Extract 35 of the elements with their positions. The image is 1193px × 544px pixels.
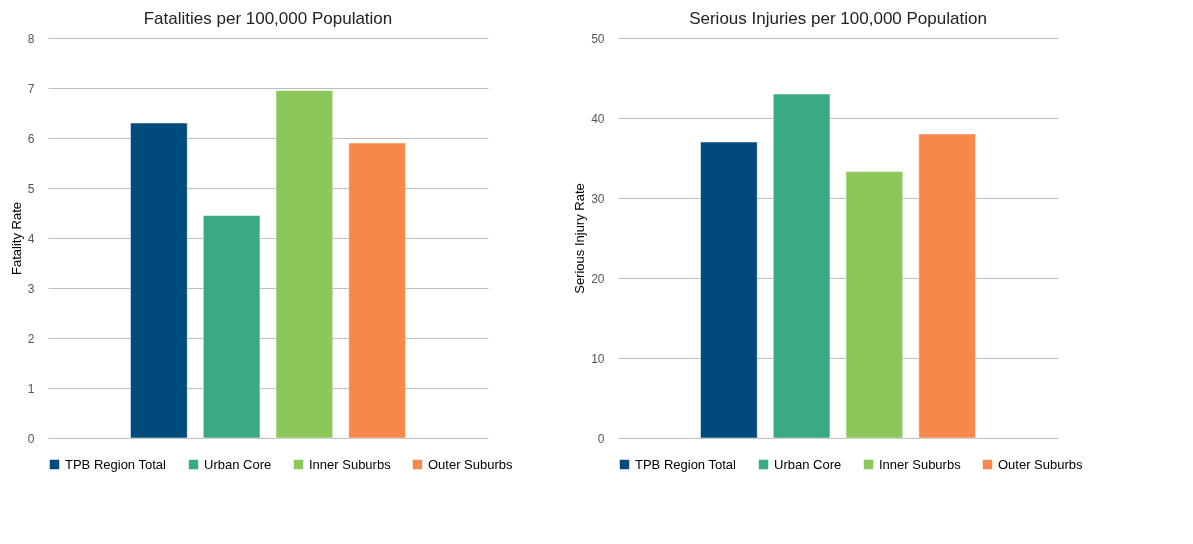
bar xyxy=(918,133,976,439)
y-tick-label: 5 xyxy=(27,181,35,196)
y-axis-title: Serious Injury Rate xyxy=(572,183,588,294)
y-tick-label: 1 xyxy=(27,381,35,396)
legend-label: Outer Suburbs xyxy=(428,456,514,472)
legend-label: Urban Core xyxy=(204,456,272,472)
y-tick-label: 0 xyxy=(27,431,35,446)
legend-label: Inner Suburbs xyxy=(309,456,392,472)
bar xyxy=(845,171,903,439)
bar xyxy=(275,90,333,439)
chart-title: Fatalities per 100,000 Population xyxy=(143,9,393,28)
legend-label: TPB Region Total xyxy=(635,456,737,472)
bar xyxy=(130,122,188,439)
y-tick-label: 6 xyxy=(27,131,35,146)
y-tick-label: 4 xyxy=(27,231,35,246)
y-tick-label: 40 xyxy=(591,111,605,126)
legend-label: Outer Suburbs xyxy=(998,456,1084,472)
y-tick-label: 0 xyxy=(597,431,605,446)
bar xyxy=(203,215,261,439)
bar xyxy=(773,93,831,439)
y-tick-label: 10 xyxy=(591,351,605,366)
legend-label: Urban Core xyxy=(774,456,842,472)
y-tick-label: 8 xyxy=(27,31,35,46)
y-tick-label: 7 xyxy=(27,81,35,96)
y-tick-label: 50 xyxy=(591,31,605,46)
bar xyxy=(700,141,758,439)
bar xyxy=(348,142,406,439)
legend-label: Inner Suburbs xyxy=(879,456,962,472)
y-axis-title: Fatality Rate xyxy=(8,202,24,275)
legend-label: TPB Region Total xyxy=(65,456,167,472)
y-tick-label: 30 xyxy=(591,191,605,206)
y-tick-label: 3 xyxy=(27,281,35,296)
chart-title: Serious Injuries per 100,000 Population xyxy=(689,9,987,28)
y-tick-label: 20 xyxy=(591,271,605,286)
y-tick-label: 2 xyxy=(27,331,35,346)
